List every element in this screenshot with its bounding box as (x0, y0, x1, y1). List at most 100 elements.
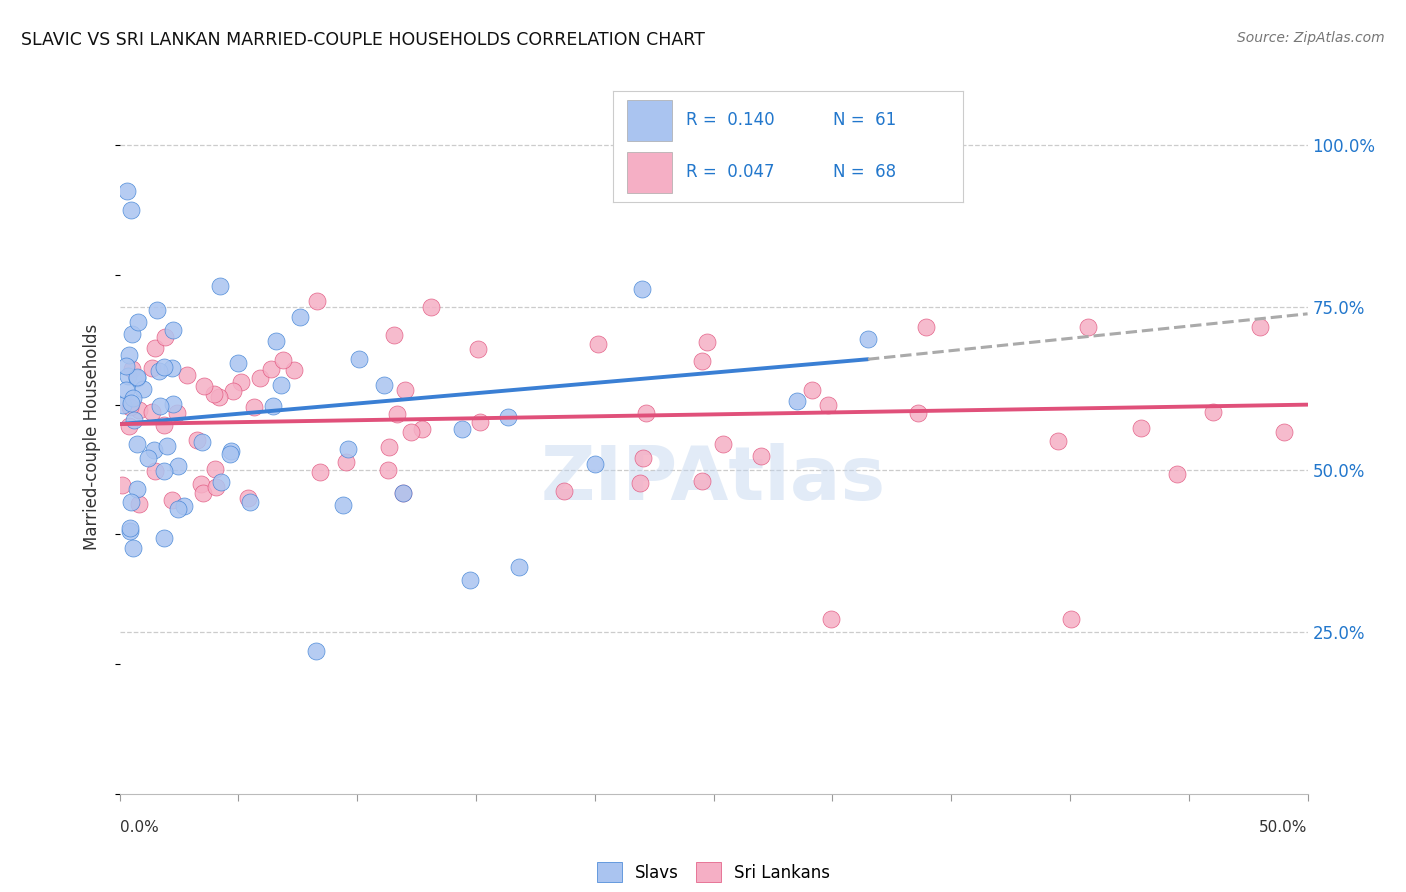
Point (204, 462, 226, 476)
Point (186, 434, 208, 448)
Y-axis label: Married-couple Households: Married-couple Households (83, 324, 101, 550)
Point (117, 369, 139, 384)
Point (470, 415, 492, 429)
Point (128, 497, 150, 511)
Point (120, 495, 142, 509)
Point (121, 361, 143, 376)
Point (801, 383, 824, 397)
Point (166, 458, 188, 473)
Point (222, 384, 245, 398)
Point (749, 449, 772, 463)
Point (399, 425, 422, 439)
Point (115, 184, 138, 198)
Point (553, 484, 575, 499)
Point (419, 301, 441, 315)
Point (173, 500, 195, 514)
Point (271, 353, 294, 368)
Point (305, 293, 328, 308)
Point (347, 352, 370, 367)
Point (125, 370, 148, 384)
Point (336, 442, 359, 456)
Point (283, 363, 305, 377)
Point (411, 422, 433, 436)
Point (156, 439, 179, 453)
Point (162, 492, 184, 507)
Point (385, 407, 408, 421)
Point (628, 475, 651, 490)
Point (228, 356, 250, 370)
Point (152, 359, 174, 374)
Point (239, 495, 262, 509)
Point (1076, 319, 1098, 334)
Point (335, 455, 357, 469)
Point (690, 474, 713, 488)
Point (260, 362, 283, 376)
Point (309, 465, 332, 479)
Point (373, 378, 395, 392)
Point (907, 405, 929, 419)
Point (243, 400, 266, 414)
Point (190, 476, 212, 491)
Point (193, 485, 215, 500)
Point (392, 486, 415, 500)
Point (193, 379, 215, 393)
Point (231, 376, 253, 390)
Point (711, 437, 734, 451)
Point (132, 383, 155, 397)
Point (384, 327, 406, 342)
Point (202, 386, 225, 401)
Point (288, 310, 311, 324)
Point (148, 363, 170, 377)
Point (1047, 434, 1070, 449)
Point (118, 348, 141, 362)
Point (141, 405, 163, 419)
Point (152, 464, 174, 478)
Point (332, 498, 354, 512)
Point (128, 403, 150, 417)
Text: SLAVIC VS SRI LANKAN MARRIED-COUPLE HOUSEHOLDS CORRELATION CHART: SLAVIC VS SRI LANKAN MARRIED-COUPLE HOUS… (21, 31, 704, 49)
Point (377, 440, 399, 454)
Point (1130, 421, 1153, 435)
Point (120, 400, 142, 414)
Point (209, 475, 232, 489)
Point (205, 479, 228, 493)
Point (915, 320, 938, 334)
Point (820, 612, 842, 626)
Point (209, 279, 232, 293)
Point (112, 398, 135, 412)
Text: 0.0%: 0.0% (120, 821, 159, 835)
Point (249, 370, 271, 384)
Point (856, 332, 879, 346)
Point (451, 422, 474, 436)
Point (166, 406, 188, 420)
Point (176, 368, 198, 382)
Point (586, 337, 609, 351)
Point (141, 360, 163, 375)
Point (153, 329, 176, 343)
Point (162, 397, 184, 411)
Point (149, 399, 172, 413)
Point (467, 343, 489, 357)
Point (143, 464, 166, 478)
Point (162, 361, 184, 376)
Point (1201, 405, 1223, 419)
Point (392, 485, 415, 500)
Point (118, 419, 141, 434)
Text: 50.0%: 50.0% (1260, 821, 1308, 835)
Point (120, 202, 142, 217)
Point (127, 482, 149, 496)
Legend: Slavs, Sri Lankans: Slavs, Sri Lankans (591, 855, 837, 889)
Point (127, 315, 149, 329)
Point (111, 477, 134, 491)
Point (377, 463, 399, 477)
Point (191, 435, 214, 450)
Point (153, 531, 176, 545)
Point (162, 323, 184, 337)
Point (146, 303, 169, 318)
Point (634, 406, 657, 420)
Point (394, 383, 416, 397)
Point (120, 521, 142, 535)
Point (152, 417, 174, 432)
Point (122, 541, 145, 556)
Point (143, 341, 166, 355)
